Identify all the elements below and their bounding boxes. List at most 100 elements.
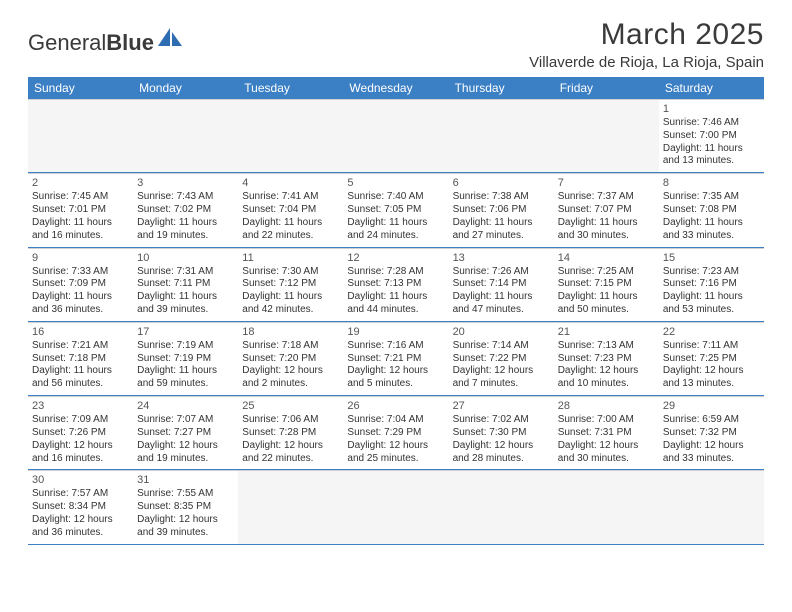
day-cell: 19Sunrise: 7:16 AMSunset: 7:21 PMDayligh… (343, 322, 448, 395)
daylight-line: Daylight: 11 hours (242, 291, 339, 304)
daylight-line: and 39 minutes. (137, 304, 234, 317)
sunrise-line: Sunrise: 7:28 AM (347, 266, 444, 279)
day-number: 15 (663, 251, 760, 265)
daylight-line: and 39 minutes. (137, 527, 234, 540)
brand-logo: GeneralBlue (28, 26, 186, 60)
calendar-grid: SundayMondayTuesdayWednesdayThursdayFrid… (28, 77, 764, 545)
day-number: 13 (453, 251, 550, 265)
day-number: 1 (663, 102, 760, 116)
day-cell: 1Sunrise: 7:46 AMSunset: 7:00 PMDaylight… (659, 99, 764, 172)
sunrise-line: Sunrise: 7:06 AM (242, 414, 339, 427)
daylight-line: Daylight: 11 hours (558, 217, 655, 230)
daylight-line: Daylight: 12 hours (558, 365, 655, 378)
day-cell: 13Sunrise: 7:26 AMSunset: 7:14 PMDayligh… (449, 248, 554, 321)
day-number: 4 (242, 176, 339, 190)
sunset-line: Sunset: 8:34 PM (32, 501, 129, 514)
day-cell: 16Sunrise: 7:21 AMSunset: 7:18 PMDayligh… (28, 322, 133, 395)
sunset-line: Sunset: 7:22 PM (453, 353, 550, 366)
sunset-line: Sunset: 7:21 PM (347, 353, 444, 366)
day-number: 3 (137, 176, 234, 190)
weekday-header-row: SundayMondayTuesdayWednesdayThursdayFrid… (28, 77, 764, 99)
day-cell: 11Sunrise: 7:30 AMSunset: 7:12 PMDayligh… (238, 248, 343, 321)
sunset-line: Sunset: 7:19 PM (137, 353, 234, 366)
daylight-line: Daylight: 12 hours (347, 440, 444, 453)
day-number: 23 (32, 399, 129, 413)
sunset-line: Sunset: 7:30 PM (453, 427, 550, 440)
day-cell: 10Sunrise: 7:31 AMSunset: 7:11 PMDayligh… (133, 248, 238, 321)
sunset-line: Sunset: 7:06 PM (453, 204, 550, 217)
day-number: 20 (453, 325, 550, 339)
page-header: GeneralBlue March 2025 Villaverde de Rio… (28, 18, 764, 71)
sunrise-line: Sunrise: 7:30 AM (242, 266, 339, 279)
sunrise-line: Sunrise: 7:19 AM (137, 340, 234, 353)
day-cell: 2Sunrise: 7:45 AMSunset: 7:01 PMDaylight… (28, 173, 133, 246)
daylight-line: and 10 minutes. (558, 378, 655, 391)
sunset-line: Sunset: 7:09 PM (32, 278, 129, 291)
week-row: 9Sunrise: 7:33 AMSunset: 7:09 PMDaylight… (28, 248, 764, 322)
daylight-line: Daylight: 11 hours (453, 217, 550, 230)
daylight-line: and 19 minutes. (137, 453, 234, 466)
daylight-line: and 53 minutes. (663, 304, 760, 317)
day-number: 18 (242, 325, 339, 339)
day-cell: 15Sunrise: 7:23 AMSunset: 7:16 PMDayligh… (659, 248, 764, 321)
day-cell: 20Sunrise: 7:14 AMSunset: 7:22 PMDayligh… (449, 322, 554, 395)
sunset-line: Sunset: 7:25 PM (663, 353, 760, 366)
day-cell: 12Sunrise: 7:28 AMSunset: 7:13 PMDayligh… (343, 248, 448, 321)
daylight-line: Daylight: 12 hours (242, 440, 339, 453)
day-cell: 21Sunrise: 7:13 AMSunset: 7:23 PMDayligh… (554, 322, 659, 395)
daylight-line: Daylight: 12 hours (663, 440, 760, 453)
daylight-line: and 59 minutes. (137, 378, 234, 391)
day-cell: 6Sunrise: 7:38 AMSunset: 7:06 PMDaylight… (449, 173, 554, 246)
weekday-header: Monday (133, 77, 238, 99)
sunrise-line: Sunrise: 7:55 AM (137, 488, 234, 501)
day-cell: 3Sunrise: 7:43 AMSunset: 7:02 PMDaylight… (133, 173, 238, 246)
daylight-line: Daylight: 11 hours (137, 217, 234, 230)
empty-cell (133, 99, 238, 172)
sunset-line: Sunset: 7:15 PM (558, 278, 655, 291)
week-row: 1Sunrise: 7:46 AMSunset: 7:00 PMDaylight… (28, 99, 764, 173)
logo-text: GeneralBlue (28, 30, 154, 56)
daylight-line: and 44 minutes. (347, 304, 444, 317)
day-cell: 25Sunrise: 7:06 AMSunset: 7:28 PMDayligh… (238, 396, 343, 469)
sunset-line: Sunset: 7:31 PM (558, 427, 655, 440)
week-row: 23Sunrise: 7:09 AMSunset: 7:26 PMDayligh… (28, 396, 764, 470)
sunrise-line: Sunrise: 7:25 AM (558, 266, 655, 279)
daylight-line: Daylight: 11 hours (32, 291, 129, 304)
weeks-container: 1Sunrise: 7:46 AMSunset: 7:00 PMDaylight… (28, 99, 764, 545)
sunrise-line: Sunrise: 7:41 AM (242, 191, 339, 204)
sunset-line: Sunset: 7:13 PM (347, 278, 444, 291)
sunrise-line: Sunrise: 7:04 AM (347, 414, 444, 427)
daylight-line: and 7 minutes. (453, 378, 550, 391)
day-number: 28 (558, 399, 655, 413)
sail-icon (156, 26, 186, 48)
day-cell: 17Sunrise: 7:19 AMSunset: 7:19 PMDayligh… (133, 322, 238, 395)
sunrise-line: Sunrise: 7:16 AM (347, 340, 444, 353)
sunset-line: Sunset: 7:14 PM (453, 278, 550, 291)
empty-cell (28, 99, 133, 172)
daylight-line: Daylight: 11 hours (663, 217, 760, 230)
sunset-line: Sunset: 7:02 PM (137, 204, 234, 217)
daylight-line: and 16 minutes. (32, 230, 129, 243)
day-number: 16 (32, 325, 129, 339)
sunrise-line: Sunrise: 7:35 AM (663, 191, 760, 204)
daylight-line: and 22 minutes. (242, 453, 339, 466)
sunrise-line: Sunrise: 7:33 AM (32, 266, 129, 279)
sunrise-line: Sunrise: 7:57 AM (32, 488, 129, 501)
daylight-line: Daylight: 11 hours (663, 143, 760, 156)
daylight-line: Daylight: 11 hours (32, 217, 129, 230)
sunrise-line: Sunrise: 7:38 AM (453, 191, 550, 204)
daylight-line: Daylight: 12 hours (347, 365, 444, 378)
day-number: 17 (137, 325, 234, 339)
daylight-line: Daylight: 12 hours (242, 365, 339, 378)
daylight-line: and 24 minutes. (347, 230, 444, 243)
daylight-line: and 13 minutes. (663, 378, 760, 391)
sunset-line: Sunset: 7:32 PM (663, 427, 760, 440)
sunrise-line: Sunrise: 7:18 AM (242, 340, 339, 353)
sunset-line: Sunset: 7:01 PM (32, 204, 129, 217)
sunset-line: Sunset: 8:35 PM (137, 501, 234, 514)
daylight-line: and 19 minutes. (137, 230, 234, 243)
day-cell: 5Sunrise: 7:40 AMSunset: 7:05 PMDaylight… (343, 173, 448, 246)
week-row: 16Sunrise: 7:21 AMSunset: 7:18 PMDayligh… (28, 322, 764, 396)
day-cell: 27Sunrise: 7:02 AMSunset: 7:30 PMDayligh… (449, 396, 554, 469)
sunrise-line: Sunrise: 7:14 AM (453, 340, 550, 353)
